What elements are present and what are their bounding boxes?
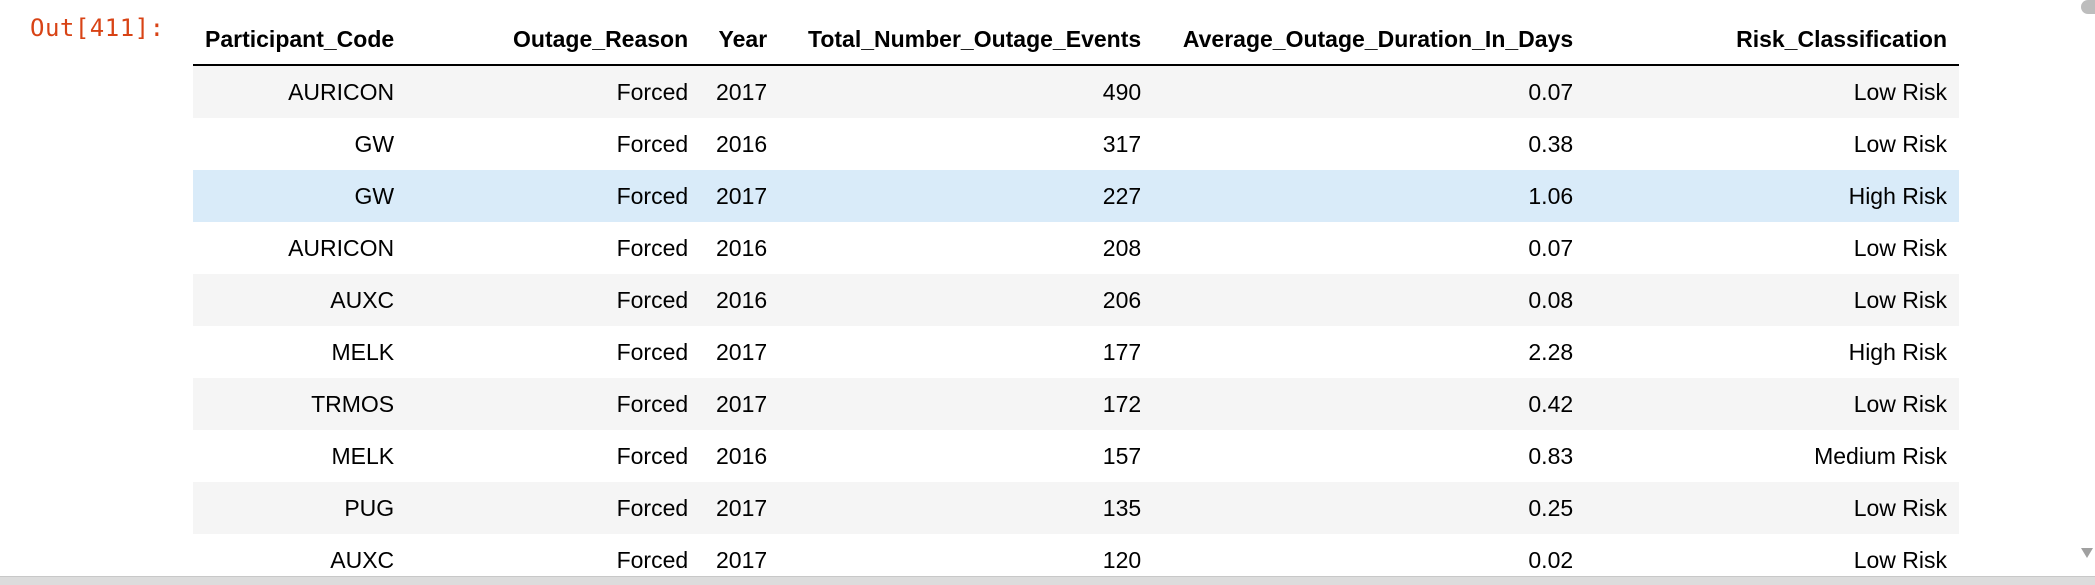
- output-area: Participant_Code Outage_Reason Year Tota…: [193, 14, 1959, 585]
- cell-average-duration: 0.42: [1153, 378, 1586, 430]
- table-body: AURICON Forced 2017 490 0.07 Low Risk GW…: [193, 65, 1959, 585]
- cell-average-duration: 0.07: [1153, 222, 1586, 274]
- table-row: PUG Forced 2017 135 0.25 Low Risk: [193, 482, 1959, 534]
- table-row-hovered: GW Forced 2017 227 1.06 High Risk: [193, 170, 1959, 222]
- cell-risk-classification: Low Risk: [1585, 274, 1959, 326]
- cell-average-duration: 1.06: [1153, 170, 1586, 222]
- cell-average-duration: 0.08: [1153, 274, 1586, 326]
- cell-total-events: 206: [779, 274, 1154, 326]
- cell-total-events: 317: [779, 118, 1154, 170]
- cell-risk-classification: Low Risk: [1585, 222, 1959, 274]
- cell-outage-reason: Forced: [406, 170, 701, 222]
- column-header-outage-reason: Outage_Reason: [406, 14, 701, 66]
- cell-total-events: 208: [779, 222, 1154, 274]
- scroll-down-arrow-icon[interactable]: [2081, 548, 2093, 558]
- cell-participant-code: AURICON: [193, 65, 407, 118]
- table-row: GW Forced 2016 317 0.38 Low Risk: [193, 118, 1959, 170]
- table-row: MELK Forced 2017 177 2.28 High Risk: [193, 326, 1959, 378]
- cell-total-events: 227: [779, 170, 1154, 222]
- cell-average-duration: 2.28: [1153, 326, 1586, 378]
- cell-total-events: 490: [779, 65, 1154, 118]
- cell-year: 2017: [700, 170, 780, 222]
- cell-outage-reason: Forced: [406, 326, 701, 378]
- cell-year: 2017: [700, 378, 780, 430]
- cell-year: 2017: [700, 65, 780, 118]
- cell-risk-classification: High Risk: [1585, 326, 1959, 378]
- cell-total-events: 172: [779, 378, 1154, 430]
- cell-participant-code: TRMOS: [193, 378, 407, 430]
- cell-participant-code: GW: [193, 118, 407, 170]
- table-row: AURICON Forced 2016 208 0.07 Low Risk: [193, 222, 1959, 274]
- cell-participant-code: PUG: [193, 482, 407, 534]
- cell-outage-reason: Forced: [406, 274, 701, 326]
- cell-average-duration: 0.07: [1153, 65, 1586, 118]
- cell-average-duration: 0.25: [1153, 482, 1586, 534]
- cell-year: 2016: [700, 274, 780, 326]
- output-prompt: Out[411]:: [30, 14, 165, 42]
- cell-participant-code: MELK: [193, 326, 407, 378]
- cell-outage-reason: Forced: [406, 378, 701, 430]
- table-row: TRMOS Forced 2017 172 0.42 Low Risk: [193, 378, 1959, 430]
- column-header-year: Year: [700, 14, 780, 66]
- cell-outage-reason: Forced: [406, 430, 701, 482]
- column-header-average-outage-duration: Average_Outage_Duration_In_Days: [1153, 14, 1586, 66]
- cell-total-events: 157: [779, 430, 1154, 482]
- column-header-risk-classification: Risk_Classification: [1585, 14, 1959, 66]
- cell-risk-classification: Low Risk: [1585, 482, 1959, 534]
- cell-year: 2016: [700, 430, 780, 482]
- table-row: MELK Forced 2016 157 0.83 Medium Risk: [193, 430, 1959, 482]
- column-header-total-number-outage-events: Total_Number_Outage_Events: [779, 14, 1154, 66]
- table-row: AURICON Forced 2017 490 0.07 Low Risk: [193, 65, 1959, 118]
- scrollbar-thumb[interactable]: [2081, 0, 2095, 14]
- cell-average-duration: 0.83: [1153, 430, 1586, 482]
- cell-risk-classification: Low Risk: [1585, 378, 1959, 430]
- cell-total-events: 135: [779, 482, 1154, 534]
- cell-participant-code: MELK: [193, 430, 407, 482]
- table-row: AUXC Forced 2016 206 0.08 Low Risk: [193, 274, 1959, 326]
- cell-average-duration: 0.38: [1153, 118, 1586, 170]
- cell-participant-code: AUXC: [193, 274, 407, 326]
- cell-outage-reason: Forced: [406, 118, 701, 170]
- cell-outage-reason: Forced: [406, 222, 701, 274]
- cell-participant-code: GW: [193, 170, 407, 222]
- cell-risk-classification: Low Risk: [1585, 118, 1959, 170]
- cell-total-events: 177: [779, 326, 1154, 378]
- cell-risk-classification: High Risk: [1585, 170, 1959, 222]
- cell-outage-reason: Forced: [406, 65, 701, 118]
- header-row: Participant_Code Outage_Reason Year Tota…: [193, 14, 1959, 66]
- cell-risk-classification: Medium Risk: [1585, 430, 1959, 482]
- cell-year: 2017: [700, 326, 780, 378]
- column-header-participant-code: Participant_Code: [193, 14, 407, 66]
- cell-participant-code: AURICON: [193, 222, 407, 274]
- cell-year: 2016: [700, 118, 780, 170]
- table-header: Participant_Code Outage_Reason Year Tota…: [193, 14, 1959, 66]
- dataframe-table: Participant_Code Outage_Reason Year Tota…: [193, 14, 1959, 585]
- cell-outage-reason: Forced: [406, 482, 701, 534]
- horizontal-scrollbar[interactable]: [0, 576, 2095, 585]
- cell-risk-classification: Low Risk: [1585, 65, 1959, 118]
- cell-year: 2016: [700, 222, 780, 274]
- cell-year: 2017: [700, 482, 780, 534]
